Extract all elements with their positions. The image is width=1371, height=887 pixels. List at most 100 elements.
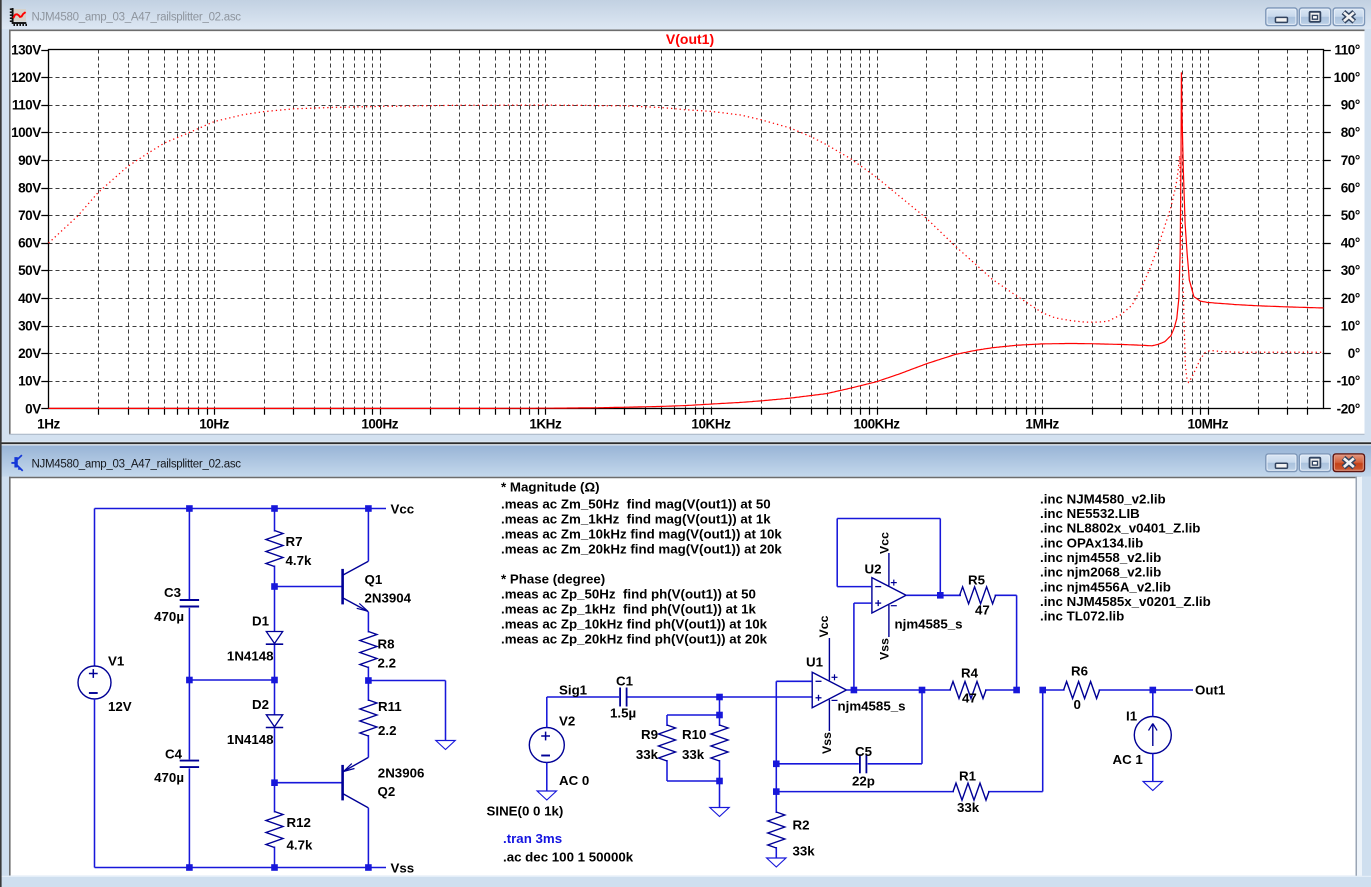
svg-text:R9: R9 <box>641 727 658 742</box>
svg-text:33k: 33k <box>793 844 816 859</box>
svg-text:Vss: Vss <box>391 861 415 876</box>
svg-text:0°: 0° <box>1348 346 1360 361</box>
svg-text:130V: 130V <box>11 42 41 57</box>
svg-text:20V: 20V <box>18 346 41 361</box>
svg-text:njm4585_s: njm4585_s <box>895 617 963 632</box>
svg-text:2N3906: 2N3906 <box>378 765 425 780</box>
svg-text:.meas ac Zp_10kHz find ph(V(ou: .meas ac Zp_10kHz find ph(V(out1)) at 10… <box>501 617 768 632</box>
svg-text:0V: 0V <box>25 401 41 416</box>
svg-text:R1: R1 <box>959 769 977 784</box>
svg-text:4.7k: 4.7k <box>286 553 312 568</box>
svg-text:1Hz: 1Hz <box>37 417 60 432</box>
svg-text:10V: 10V <box>18 374 41 389</box>
svg-text:.meas ac Zp_1kHz find ph(V(ou: .meas ac Zp_1kHz find ph(V(out1)) at 1k <box>501 602 757 617</box>
svg-text:1KHz: 1KHz <box>529 417 562 432</box>
svg-text:R5: R5 <box>968 573 986 588</box>
svg-text:1.5µ: 1.5µ <box>610 706 636 721</box>
svg-text:R7: R7 <box>286 534 303 549</box>
svg-text:SINE(0 0 1k): SINE(0 0 1k) <box>487 804 564 819</box>
svg-text:Sig1: Sig1 <box>559 683 588 698</box>
svg-text:.meas ac Zm_1kHz find mag(V(o: .meas ac Zm_1kHz find mag(V(out1)) at 1k <box>501 512 771 527</box>
svg-text:12V: 12V <box>108 699 132 714</box>
svg-text:1MHz: 1MHz <box>1025 417 1059 432</box>
svg-text:U2: U2 <box>865 562 882 577</box>
svg-text:80°: 80° <box>1341 125 1360 140</box>
svg-text:20°: 20° <box>1341 291 1360 306</box>
svg-text:* Magnitude (Ω): * Magnitude (Ω) <box>501 480 600 495</box>
svg-text:.inc OPAx134.lib: .inc OPAx134.lib <box>1040 535 1143 550</box>
svg-text:R11: R11 <box>378 699 402 714</box>
svg-text:4.7k: 4.7k <box>287 838 313 853</box>
svg-text:90°: 90° <box>1341 98 1360 113</box>
svg-text:.meas ac Zm_20kHz find mag(V(o: .meas ac Zm_20kHz find mag(V(out1)) at 2… <box>501 541 782 556</box>
svg-text:NJM4580_amp_03_A47_railsplitte: NJM4580_amp_03_A47_railsplitter_02.asc <box>32 459 242 471</box>
svg-text:47: 47 <box>975 603 990 618</box>
svg-text:R8: R8 <box>378 637 395 652</box>
svg-text:-20°: -20° <box>1337 401 1360 416</box>
svg-text:50°: 50° <box>1341 208 1360 223</box>
svg-text:Vss: Vss <box>877 638 891 660</box>
svg-text:30V: 30V <box>18 318 41 333</box>
svg-text:33k: 33k <box>636 747 659 762</box>
svg-text:D1: D1 <box>252 614 270 629</box>
svg-text:.inc NE5532.LIB: .inc NE5532.LIB <box>1040 506 1140 521</box>
svg-text:AC 0: AC 0 <box>559 773 589 788</box>
svg-text:100V: 100V <box>11 125 41 140</box>
svg-text:.inc NL8802x_v0401_Z.lib: .inc NL8802x_v0401_Z.lib <box>1040 521 1200 536</box>
svg-text:10Hz: 10Hz <box>199 417 229 432</box>
svg-text:V(out1): V(out1) <box>666 31 714 47</box>
svg-text:U1: U1 <box>806 655 824 670</box>
svg-text:R6: R6 <box>1071 664 1088 679</box>
svg-text:.meas ac Zp_50Hz find ph(V(ou: .meas ac Zp_50Hz find ph(V(out1)) at 50 <box>501 587 756 602</box>
svg-text:R12: R12 <box>287 815 311 830</box>
svg-text:2.2: 2.2 <box>378 656 397 671</box>
svg-text:22p: 22p <box>852 774 875 789</box>
svg-text:V2: V2 <box>559 714 575 729</box>
svg-text:C4: C4 <box>165 747 183 762</box>
svg-text:.inc NJM4585x_v0201_Z.lib: .inc NJM4585x_v0201_Z.lib <box>1040 594 1211 609</box>
svg-text:10°: 10° <box>1341 318 1360 333</box>
svg-text:110°: 110° <box>1334 42 1359 57</box>
svg-text:.inc njm4556A_v2.lib: .inc njm4556A_v2.lib <box>1040 579 1171 594</box>
svg-text:0: 0 <box>1074 697 1081 712</box>
svg-text:33k: 33k <box>682 747 705 762</box>
svg-text:60V: 60V <box>18 236 41 251</box>
svg-text:70°: 70° <box>1341 153 1360 168</box>
svg-text:R10: R10 <box>682 727 706 742</box>
svg-text:1N4148: 1N4148 <box>227 732 274 747</box>
svg-text:C5: C5 <box>855 744 873 759</box>
svg-text:.ac dec 100 1 50000k: .ac dec 100 1 50000k <box>503 850 634 865</box>
svg-text:470µ: 470µ <box>154 770 184 785</box>
svg-text:njm4585_s: njm4585_s <box>838 699 906 714</box>
svg-text:33k: 33k <box>957 800 980 815</box>
svg-text:40°: 40° <box>1341 236 1360 251</box>
svg-text:C1: C1 <box>616 674 634 689</box>
svg-text:I1: I1 <box>1126 709 1138 724</box>
svg-text:Q1: Q1 <box>365 572 383 587</box>
svg-text:Vcc: Vcc <box>817 615 831 637</box>
svg-text:.meas ac Zm_50Hz find mag(V(o: .meas ac Zm_50Hz find mag(V(out1)) at 50 <box>501 497 771 512</box>
svg-text:Vcc: Vcc <box>391 502 415 517</box>
svg-text:1N4148: 1N4148 <box>227 649 274 664</box>
svg-text:100°: 100° <box>1334 70 1360 85</box>
svg-text:60°: 60° <box>1341 180 1360 195</box>
svg-text:Vss: Vss <box>820 732 834 754</box>
svg-text:30°: 30° <box>1341 263 1360 278</box>
svg-text:70V: 70V <box>18 208 41 223</box>
svg-text:100Hz: 100Hz <box>361 417 398 432</box>
svg-text:50V: 50V <box>18 263 41 278</box>
svg-text:40V: 40V <box>18 291 41 306</box>
svg-text:.inc TL072.lib: .inc TL072.lib <box>1040 609 1124 624</box>
svg-text:110V: 110V <box>12 98 41 113</box>
svg-text:80V: 80V <box>18 180 41 195</box>
svg-text:Q2: Q2 <box>378 784 396 799</box>
svg-text:V1: V1 <box>108 654 125 669</box>
svg-text:R2: R2 <box>793 818 810 833</box>
svg-text:47: 47 <box>962 691 977 706</box>
svg-text:C3: C3 <box>164 585 181 600</box>
svg-text:D2: D2 <box>252 697 269 712</box>
svg-text:R4: R4 <box>961 666 979 681</box>
svg-text:100KHz: 100KHz <box>853 417 900 432</box>
svg-text:2N3904: 2N3904 <box>365 591 412 606</box>
svg-text:10MHz: 10MHz <box>1187 417 1228 432</box>
